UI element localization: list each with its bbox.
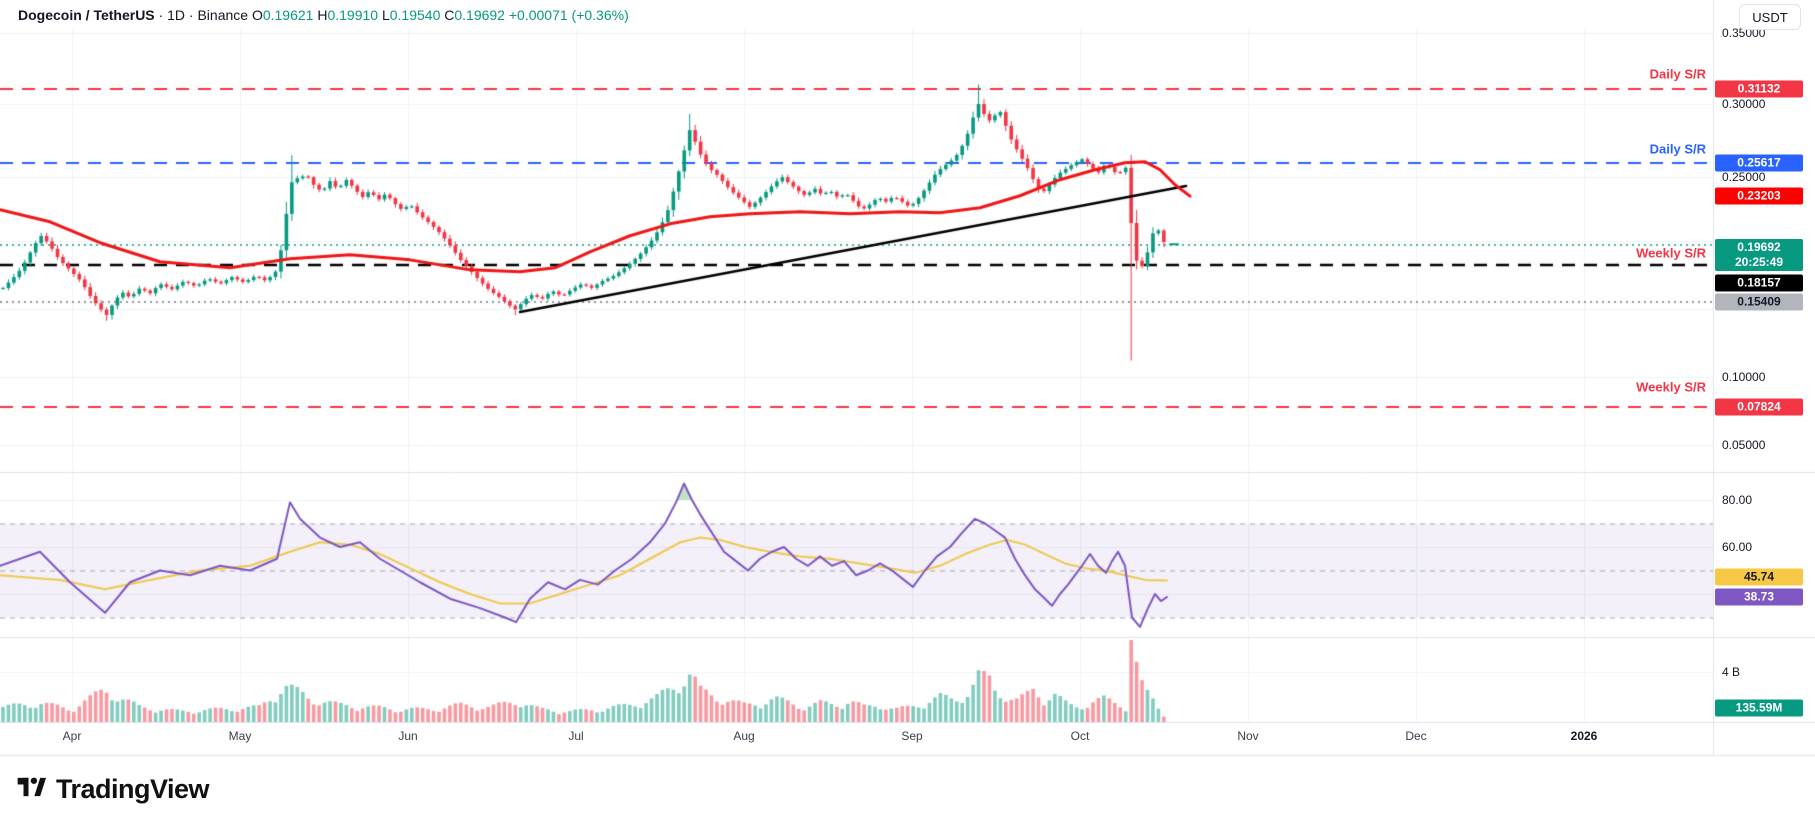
ohlc-value: 0.19540 <box>389 7 441 23</box>
price-badge-daily-sr-lower: 0.25617 <box>1715 154 1803 172</box>
month-label: Dec <box>1405 729 1427 743</box>
price-axis-label: 0.05000 <box>1722 438 1766 452</box>
sr-label[interactable]: Weekly S/R <box>1636 245 1706 261</box>
sr-label[interactable]: Daily S/R <box>1649 66 1706 82</box>
price-badge-last-price: 0.19692 20:25:49 <box>1715 239 1803 271</box>
price-badge-daily-sr-upper: 0.31132 <box>1715 80 1803 98</box>
price-badge-volume-value: 135.59M <box>1715 699 1803 717</box>
ohlc-values: O0.19621 H0.19910 L0.19540 C0.19692 <box>252 7 509 23</box>
price-badge-rsi-ma-value: 45.74 <box>1715 568 1803 586</box>
ohlc-value: 0.19692 <box>454 7 505 23</box>
price-axis-label: 0.30000 <box>1722 97 1766 111</box>
price-axis-label: 60.00 <box>1722 540 1753 554</box>
price-axis-label: 80.00 <box>1722 493 1753 507</box>
price-badge-gray-level: 0.15409 <box>1715 293 1803 311</box>
month-label: Apr <box>62 729 82 743</box>
tradingview-logo[interactable]: TradingView <box>16 772 210 807</box>
ohlc-key: O <box>251 7 263 23</box>
month-label: Oct <box>1070 729 1090 743</box>
price-axis-label: 4 B <box>1722 665 1741 679</box>
month-label: 2026 <box>1570 729 1598 743</box>
price-badge-black-level: 0.18157 <box>1715 274 1803 292</box>
month-label: Jun <box>398 729 418 743</box>
ohlc-key: L <box>378 7 390 23</box>
price-badge-ma-value: 0.23203 <box>1715 187 1803 205</box>
sr-label[interactable]: Daily S/R <box>1649 141 1706 157</box>
ohlc-key: C <box>440 7 455 23</box>
currency-toggle-button[interactable]: USDT <box>1739 4 1801 30</box>
price-badge-weekly-sr-lower: 0.07824 <box>1715 398 1803 416</box>
tradingview-logo-icon <box>16 772 46 807</box>
interval-exchange: · 1D · Binance <box>154 7 249 23</box>
ohlc-value: 0.19910 <box>327 7 379 23</box>
price-badge-rsi-value: 38.73 <box>1715 588 1803 606</box>
symbol-title: Dogecoin / TetherUS <box>18 7 155 23</box>
month-label: May <box>228 729 252 743</box>
price-axis-label: 0.25000 <box>1722 170 1766 184</box>
change-value: +0.00071 (+0.36%) <box>508 7 629 23</box>
ohlc-value: 0.19621 <box>262 7 314 23</box>
month-label: Sep <box>901 729 923 743</box>
month-label: Aug <box>733 729 755 743</box>
sr-label[interactable]: Weekly S/R <box>1636 379 1706 395</box>
ohlc-key: H <box>313 7 328 23</box>
price-axis-label: 0.10000 <box>1722 370 1766 384</box>
tradingview-logo-text: TradingView <box>56 774 210 804</box>
symbol-header[interactable]: Dogecoin / TetherUS · 1D · Binance O0.19… <box>18 7 629 23</box>
month-label: Jul <box>568 729 584 743</box>
month-label: Nov <box>1237 729 1259 743</box>
